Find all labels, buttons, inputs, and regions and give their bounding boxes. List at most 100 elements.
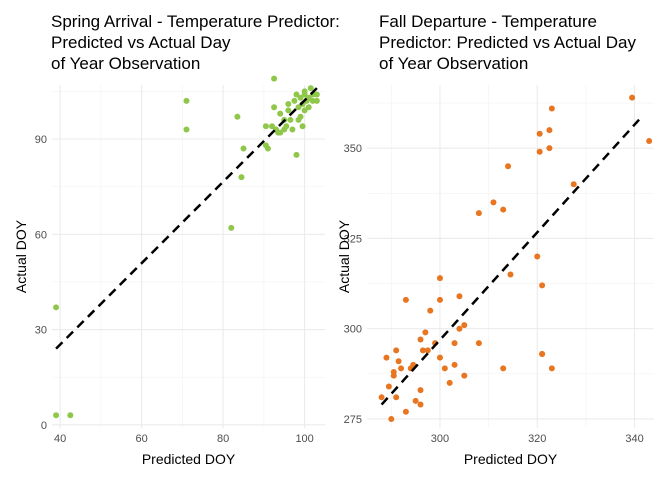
chart-1-y-axis-label: Actual DOY xyxy=(13,219,29,293)
chart-2-point xyxy=(402,408,409,415)
chart-1-point xyxy=(291,97,298,104)
chart-1-title: Spring Arrival - Temperature Predictor: … xyxy=(51,12,340,73)
chart-2-point xyxy=(436,296,443,303)
chart-1-y-tick-label: 60 xyxy=(35,229,47,241)
chart-2-point xyxy=(393,394,400,401)
chart-2-point xyxy=(417,401,424,408)
chart-2-point xyxy=(383,354,390,361)
chart-2-point xyxy=(546,127,553,134)
chart-2-point xyxy=(424,347,431,354)
chart-2-point xyxy=(500,206,507,213)
chart-2-point xyxy=(548,105,555,112)
chart-2-point xyxy=(385,383,392,390)
chart-1-point xyxy=(183,126,190,133)
chart-1-point xyxy=(301,107,308,114)
chart-2-point xyxy=(436,275,443,282)
chart-1-point xyxy=(293,151,300,158)
chart-2-point xyxy=(546,145,553,152)
chart-2-point xyxy=(500,365,507,372)
chart-2-point xyxy=(539,282,546,289)
chart-1-y-tick-label: 90 xyxy=(35,134,47,146)
chart-1-point xyxy=(287,116,294,123)
chart-2-point xyxy=(456,293,463,300)
chart-2-point xyxy=(536,130,543,137)
chart-2-point xyxy=(436,354,443,361)
chart-2-point xyxy=(388,415,395,422)
chart-1-y-tick-label: 30 xyxy=(35,325,47,337)
chart-1-x-tick-label: 100 xyxy=(295,433,313,445)
chart-2-point xyxy=(451,340,458,347)
chart-2-point xyxy=(441,365,448,372)
chart-2-y-axis-label: Actual DOY xyxy=(336,219,352,293)
chart-1-point xyxy=(271,75,278,82)
chart-2-trend-line xyxy=(380,118,641,406)
chart-1-point xyxy=(313,91,320,98)
chart-1-point xyxy=(67,412,74,419)
chart-1-point xyxy=(313,97,320,104)
chart-2-point xyxy=(390,369,397,376)
chart-1-point xyxy=(283,123,290,130)
chart-1-point xyxy=(295,104,302,111)
chart-2-x-tick-label: 340 xyxy=(625,433,643,445)
chart-1-point xyxy=(305,104,312,111)
chart-1-point xyxy=(277,110,284,117)
chart-2-point xyxy=(475,210,482,217)
chart-1-point xyxy=(240,145,247,152)
chart-2-point xyxy=(534,253,541,260)
chart-2-y-tick-label: 300 xyxy=(344,324,362,336)
chart-1-point xyxy=(53,412,60,419)
chart-2-point xyxy=(378,394,385,401)
chart-1-point xyxy=(238,174,245,181)
chart-2-point xyxy=(646,137,653,144)
chart-1-point xyxy=(307,85,314,92)
chart-1-y-tick-label: 0 xyxy=(41,420,47,432)
chart-1-point xyxy=(297,113,304,120)
chart-2-point xyxy=(461,322,468,329)
chart-2-point xyxy=(570,181,577,188)
chart-1-point xyxy=(234,113,241,120)
chart-2-point xyxy=(417,336,424,343)
chart-2-point xyxy=(419,347,426,354)
chart-1-point xyxy=(285,107,292,114)
chart-2-x-tick-label: 300 xyxy=(431,433,449,445)
chart-2-point xyxy=(629,94,636,101)
chart-1-x-tick-label: 80 xyxy=(217,433,229,445)
chart-1-x-tick-label: 60 xyxy=(136,433,148,445)
chart-1-point xyxy=(183,97,190,104)
chart-2-y-tick-label: 350 xyxy=(344,143,362,155)
chart-1-point xyxy=(299,123,306,130)
chart-2-point xyxy=(456,325,463,332)
chart-1-x-tick-label: 40 xyxy=(54,433,66,445)
chart-2-title: Fall Departure - Temperature Predictor: … xyxy=(379,12,637,73)
chart-1-x-axis-label: Predicted DOY xyxy=(142,451,236,467)
chart-2-x-axis-label: Predicted DOY xyxy=(464,451,558,467)
chart-1-point xyxy=(285,101,292,108)
chart-1-point xyxy=(293,91,300,98)
chart-2-point xyxy=(475,340,482,347)
chart-1-point xyxy=(53,304,60,311)
chart-1-trend-line xyxy=(55,87,318,350)
chart-2-point xyxy=(507,271,514,278)
chart-2-point xyxy=(417,387,424,394)
chart-2-y-tick-label: 325 xyxy=(344,233,362,245)
chart-1-point xyxy=(289,126,296,133)
chart-1-point xyxy=(271,104,278,111)
chart-1-point xyxy=(301,91,308,98)
chart-2-point xyxy=(505,163,512,170)
chart-2-point xyxy=(427,307,434,314)
chart-2-point xyxy=(490,199,497,206)
chart-2-point xyxy=(412,397,419,404)
chart-1-point xyxy=(264,145,271,152)
chart-2-point xyxy=(539,350,546,357)
chart-2-point xyxy=(398,365,405,372)
chart-2-point xyxy=(393,347,400,354)
chart-2-point xyxy=(395,358,402,365)
chart-1-point xyxy=(277,129,284,136)
chart-1-point xyxy=(262,123,269,130)
chart-2-x-tick-label: 320 xyxy=(528,433,546,445)
chart-2-point xyxy=(446,379,453,386)
chart-2-point xyxy=(461,372,468,379)
chart-2-point xyxy=(451,361,458,368)
chart-1-point xyxy=(297,94,304,101)
